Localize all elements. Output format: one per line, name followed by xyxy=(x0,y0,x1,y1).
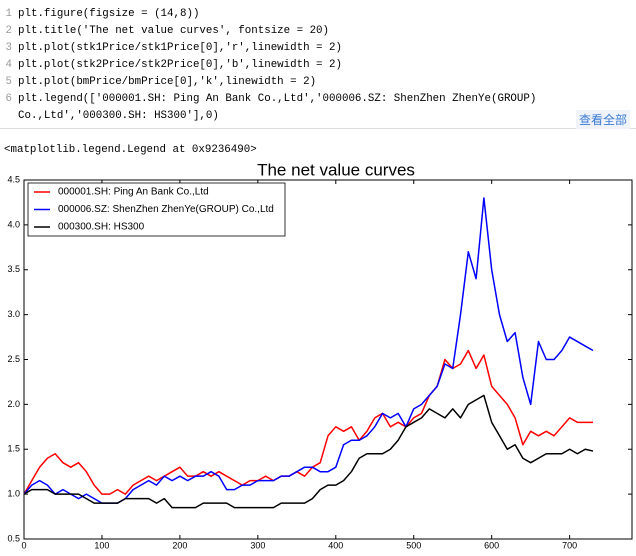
y-tick-label: 1.5 xyxy=(7,444,20,454)
line-number: 2 xyxy=(5,25,12,37)
line-number: 5 xyxy=(5,76,12,88)
x-tick-label: 500 xyxy=(406,540,421,550)
series-line xyxy=(23,197,594,504)
legend-label: 000006.SZ: ShenZhen ZhenYe(GROUP) Co.,Lt… xyxy=(58,204,274,215)
code-line: plt.plot(stk2Price/stk2Price[0],'b',line… xyxy=(18,59,342,71)
y-tick-label: 1.0 xyxy=(7,489,20,499)
y-tick-label: 3.5 xyxy=(7,264,20,274)
y-tick-label: 3.0 xyxy=(7,309,20,319)
code-line: plt.figure(figsize = (14,8)) xyxy=(18,8,200,20)
series-line xyxy=(23,349,594,495)
code-cell: 查看全部 1 plt.figure(figsize = (14,8)) 2 plt.t… xyxy=(0,4,636,129)
x-tick-label: 400 xyxy=(328,540,343,550)
view-all-button[interactable]: 查看全部 xyxy=(575,110,630,129)
x-tick-label: 100 xyxy=(94,540,109,550)
y-tick-label: 4.0 xyxy=(7,219,20,229)
legend-label: 000300.SH: HS300 xyxy=(58,222,145,233)
line-number: 1 xyxy=(5,8,12,20)
x-tick-label: 700 xyxy=(562,540,577,550)
legend-box xyxy=(27,182,286,237)
y-tick-label: 2.0 xyxy=(7,399,20,409)
legend-label: 000001.SH: Ping An Bank Co.,Ltd xyxy=(58,187,209,198)
series-line xyxy=(23,394,594,509)
line-number: 3 xyxy=(5,42,12,54)
code-line: plt.plot(stk1Price/stk1Price[0],'r',line… xyxy=(18,42,342,54)
y-tick-label: 0.5 xyxy=(7,533,20,543)
line-number: 6 xyxy=(5,93,12,105)
code-line: plt.title('The net value curves', fontsi… xyxy=(18,25,330,37)
output-text: <matplotlib.legend.Legend at 0x9236490> xyxy=(4,144,257,156)
code-line: plt.legend(['000001.SH: Ping An Bank Co.… xyxy=(18,93,543,122)
x-tick-label: 300 xyxy=(250,540,265,550)
line-number: 4 xyxy=(5,59,12,71)
y-tick-label: 4.5 xyxy=(7,174,20,184)
x-tick-label: 200 xyxy=(172,540,187,550)
x-tick-label: 0 xyxy=(21,540,26,550)
chart: The net value curves 0.5 1.0 1.5 2.0 2.5 3.0 3… xyxy=(7,160,633,550)
x-tick-label: 600 xyxy=(484,540,499,550)
code-line: plt.plot(bmPrice/bmPrice[0],'k',linewidt… xyxy=(18,76,317,88)
y-tick-label: 2.5 xyxy=(7,354,20,364)
chart-title: The net value curves xyxy=(257,160,415,179)
